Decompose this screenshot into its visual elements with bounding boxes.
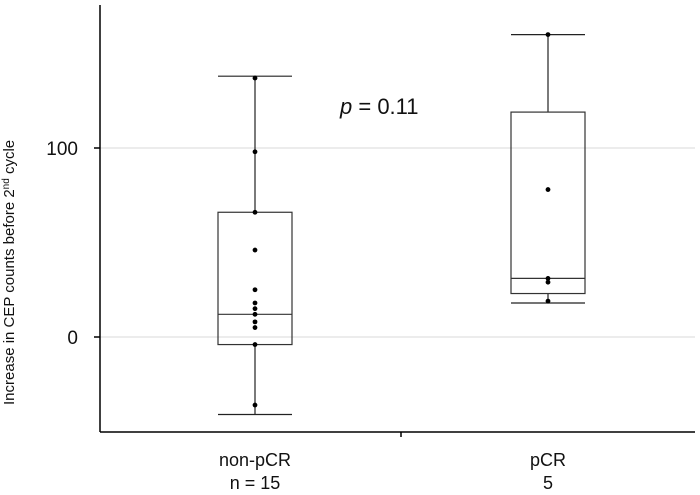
p-value-italic: p [339,94,352,119]
box-iqr [510,111,586,295]
category-sublabel: n = 15 [230,473,281,493]
data-point [252,247,258,253]
data-point [545,279,551,285]
data-point [252,75,258,81]
box-iqr [217,211,293,346]
data-point [545,187,551,192]
y-axis-label-superscript: nd [1,178,12,189]
boxes [217,32,586,416]
data-point [545,276,551,281]
category-label: non-pCR [219,450,291,470]
data-point [252,209,258,215]
data-point [252,402,258,408]
category-sublabel: 5 [543,473,553,493]
y-axis-label-end: cycle [1,140,18,178]
data-point [252,342,258,347]
y-ticks: 0 100 [46,139,100,349]
data-point [252,287,258,293]
data-point [252,149,258,155]
y-tick-label: 100 [46,139,78,160]
data-point [545,32,551,37]
box-group-non-pcr [217,75,293,416]
data-point [252,306,258,312]
data-point [252,319,258,325]
data-point [545,298,551,304]
data-point [252,311,258,317]
category-label: pCR [530,450,566,470]
category-labels: non-pCR n = 15 pCR 5 [219,450,566,493]
y-axis-label-main: Increase in CEP counts before 2 [1,189,18,405]
y-tick-label: 0 [67,328,78,349]
grid-lines [100,147,695,338]
data-point [252,325,258,330]
y-axis-label: Increase in CEP counts before 2nd cycle [1,140,19,405]
box-group-pcr [510,32,586,304]
p-value-annotation: p = 0.11 [339,94,419,119]
p-value-text: = 0.11 [352,94,418,119]
data-point [252,300,258,306]
